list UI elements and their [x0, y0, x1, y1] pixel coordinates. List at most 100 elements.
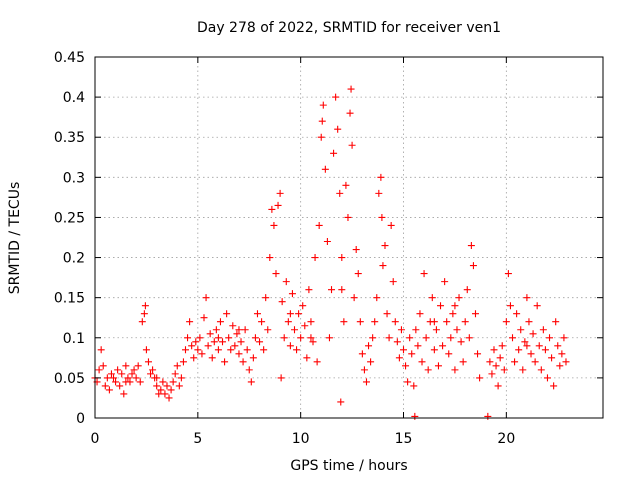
data-point — [420, 270, 428, 278]
x-tick-label: 5 — [193, 431, 202, 447]
data-point — [533, 302, 541, 310]
data-point — [381, 242, 389, 250]
data-point — [377, 173, 385, 181]
data-point — [144, 358, 152, 366]
data-point — [342, 181, 350, 189]
data-point — [249, 354, 257, 362]
data-point — [391, 318, 399, 326]
data-point — [208, 354, 216, 362]
data-point — [295, 310, 303, 318]
data-point — [122, 378, 130, 386]
data-point — [367, 358, 375, 366]
data-point — [157, 386, 165, 394]
data-point — [219, 338, 227, 346]
data-point — [122, 362, 130, 370]
y-tick-label: 0.1 — [63, 331, 85, 347]
data-point — [443, 318, 451, 326]
data-point — [307, 334, 315, 342]
data-point — [288, 290, 296, 298]
data-point — [278, 298, 286, 306]
data-point — [221, 358, 229, 366]
data-point — [130, 366, 138, 374]
data-point — [434, 362, 442, 370]
data-point — [560, 334, 568, 342]
data-point — [517, 326, 525, 334]
y-tick-label: 0.4 — [63, 90, 85, 106]
data-point — [539, 326, 547, 334]
data-point — [387, 221, 395, 229]
data-point — [471, 310, 479, 318]
data-point — [101, 382, 109, 390]
data-point — [513, 310, 521, 318]
data-point — [243, 346, 251, 354]
data-point — [348, 141, 356, 149]
x-tick-label: 10 — [292, 431, 310, 447]
data-point — [416, 310, 424, 318]
data-point — [352, 246, 360, 254]
data-point — [165, 394, 173, 402]
data-point — [502, 318, 510, 326]
data-point — [305, 286, 313, 294]
data-point — [161, 390, 169, 398]
data-point — [531, 358, 539, 366]
plot-frame — [94, 56, 604, 419]
data-point — [325, 334, 333, 342]
data-point — [467, 242, 475, 250]
data-point — [525, 318, 533, 326]
data-point — [519, 366, 527, 374]
y-tick-label: 0.3 — [63, 170, 85, 186]
data-point — [486, 358, 494, 366]
data-point — [537, 366, 545, 374]
y-tick-label: 0.45 — [54, 50, 85, 66]
data-point — [541, 346, 549, 354]
data-point — [389, 278, 397, 286]
data-point — [107, 370, 115, 378]
data-point — [309, 338, 317, 346]
data-point — [95, 366, 103, 374]
data-point — [235, 326, 243, 334]
data-point — [171, 370, 179, 378]
data-point — [142, 346, 150, 354]
data-point — [212, 326, 220, 334]
data-point — [140, 310, 148, 318]
data-point — [177, 374, 185, 382]
data-point — [406, 334, 414, 342]
y-tick-label: 0.2 — [63, 251, 85, 267]
data-point — [307, 318, 315, 326]
data-point — [445, 350, 453, 358]
data-point — [393, 338, 401, 346]
data-point — [260, 346, 268, 354]
data-point — [484, 412, 492, 420]
data-point — [455, 294, 463, 302]
data-point — [562, 358, 570, 366]
data-point — [521, 338, 529, 346]
data-point — [194, 346, 202, 354]
data-point — [506, 302, 514, 310]
data-point — [155, 390, 163, 398]
data-point — [163, 382, 171, 390]
data-point — [138, 318, 146, 326]
axis-ticks: 0 0.05 0.1 0.15 0.2 0.25 0.3 0.35 0.4 0.45 0 5 10 15 2… — [54, 50, 603, 447]
y-tick-label: 0.25 — [54, 210, 85, 226]
data-point — [223, 310, 231, 318]
x-tick-label: 15 — [395, 431, 413, 447]
data-point — [200, 314, 208, 322]
data-point — [237, 338, 245, 346]
x-tick-label: 0 — [91, 431, 100, 447]
data-point — [334, 125, 342, 133]
data-point — [114, 366, 122, 374]
data-point — [556, 362, 564, 370]
y-tick-label: 0.35 — [54, 130, 85, 146]
data-point — [245, 366, 253, 374]
data-point — [153, 382, 161, 390]
data-point — [272, 270, 280, 278]
data-point — [192, 338, 200, 346]
data-point — [303, 354, 311, 362]
data-point — [299, 302, 307, 310]
data-point — [488, 370, 496, 378]
data-point — [408, 350, 416, 358]
data-point — [511, 358, 519, 366]
data-point — [321, 165, 329, 173]
data-point — [371, 318, 379, 326]
data-point — [274, 201, 282, 209]
